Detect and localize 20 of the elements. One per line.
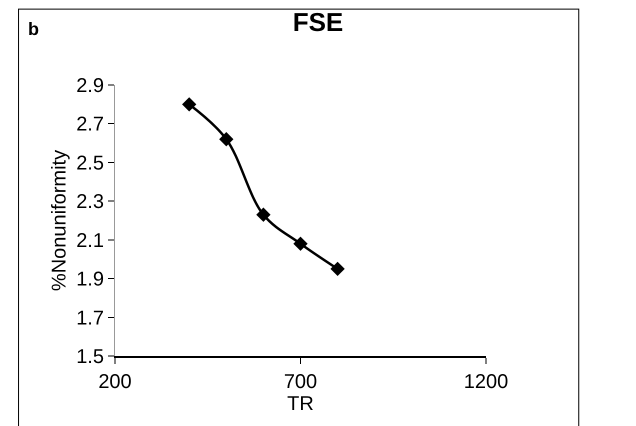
point	[293, 236, 308, 251]
chart-title: FSE	[292, 6, 344, 37]
point	[330, 262, 345, 276]
x-tick-label: 200	[98, 371, 132, 393]
y-tick-label: 2.3	[76, 191, 104, 214]
y-axis-title: %Nonuniformity	[48, 150, 71, 292]
x-tick-label: 1200	[464, 371, 508, 393]
y-tick-label: 1.5	[76, 346, 104, 368]
y-tick-label: 2.1	[76, 230, 104, 252]
point	[182, 97, 196, 112]
x-axis-title: TR	[287, 393, 314, 415]
y-tick-label: 2.5	[76, 152, 104, 174]
y-tick-label: 2.7	[76, 114, 104, 136]
x-tick-label: 700	[284, 371, 318, 393]
y-tick-label: 1.9	[76, 268, 104, 291]
text: b	[28, 19, 39, 39]
y-tick-label: 1.7	[76, 307, 104, 330]
y-tick-label: 2.9	[76, 75, 104, 97]
point	[256, 208, 271, 222]
point	[219, 132, 234, 146]
